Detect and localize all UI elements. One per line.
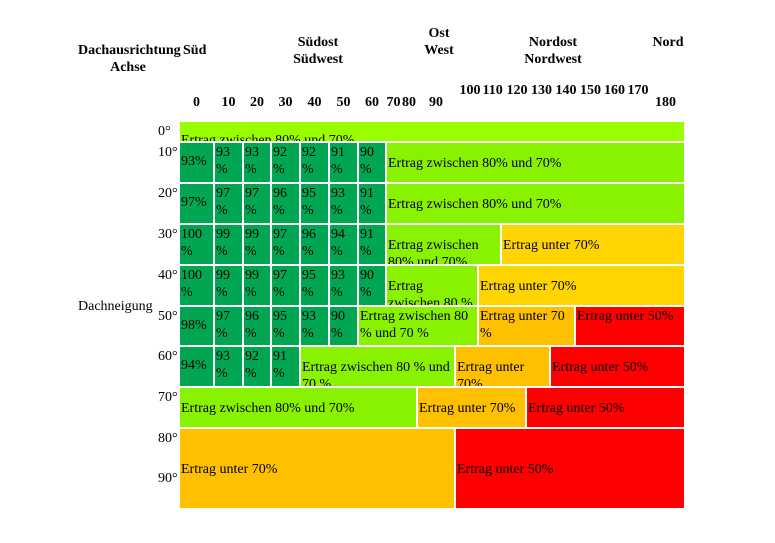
orientation-degree-0: 0 xyxy=(193,95,200,110)
slope-label-70: 70° xyxy=(158,390,178,405)
yield-range-segment: Ertrag zwischen 80 % und 70 % xyxy=(300,346,455,387)
yield-value-cell: 93 % xyxy=(214,142,243,183)
header-sued: Süd xyxy=(183,43,207,58)
yield-value-cell: 97 % xyxy=(214,306,243,346)
yield-range-segment: Ertrag zwischen 80% und 70% xyxy=(386,224,501,265)
header-nordost: Nordost Nordwest xyxy=(524,35,582,67)
yield-value-cell: 100 % xyxy=(179,265,214,306)
yield-range-segment: Ertrag zwischen 80 % und 70 % xyxy=(386,265,478,306)
slope-label-80: 80° xyxy=(158,431,178,446)
yield-value-cell: 90 % xyxy=(358,265,386,306)
slope-label-20: 20° xyxy=(158,186,178,201)
yield-range-segment: Ertrag zwischen 80% und 70% xyxy=(386,183,685,224)
yield-value-cell: 96 % xyxy=(300,224,329,265)
slope-label-10: 10° xyxy=(158,145,178,160)
orientation-degree-40: 40 xyxy=(307,95,322,110)
yield-range-segment: Ertrag unter 70 % xyxy=(478,306,575,346)
yield-range-segment: Ertrag zwischen 80% und 70% xyxy=(179,121,685,142)
yield-range-segment: Ertrag unter 70% xyxy=(179,428,455,509)
yield-range-segment: Ertrag unter 50% xyxy=(455,428,685,509)
slope-label-30: 30° xyxy=(158,227,178,242)
yield-value-cell: 93 % xyxy=(300,306,329,346)
orientation-degree-50: 50 xyxy=(336,95,351,110)
yield-range-segment: Ertrag zwischen 80% und 70% xyxy=(179,387,417,428)
yield-value-cell: 92 % xyxy=(243,346,271,387)
yield-value-cell: 97 % xyxy=(271,224,300,265)
slope-label-0: 0° xyxy=(158,124,171,139)
yield-value-cell: 93 % xyxy=(329,183,358,224)
yield-value-cell: 98% xyxy=(179,306,214,346)
yield-value-cell: 100 % xyxy=(179,224,214,265)
yield-value-cell: 90 % xyxy=(329,306,358,346)
yield-value-cell: 93 % xyxy=(329,265,358,306)
yield-range-segment: Ertrag zwischen 80% und 70% xyxy=(386,142,685,183)
orientation-degree-60: 60 xyxy=(365,95,379,110)
orientation-degree-10: 10 xyxy=(221,95,236,110)
orientation-degree-70: 70 xyxy=(386,95,401,110)
yield-value-cell: 94 % xyxy=(329,224,358,265)
header-ost: Ost West xyxy=(424,26,454,58)
yield-value-cell: 97 % xyxy=(214,183,243,224)
yield-value-cell: 97% xyxy=(179,183,214,224)
yield-range-segment: Ertrag unter 70% xyxy=(417,387,526,428)
orientation-degree-180: 180 xyxy=(655,95,676,110)
slope-label-60: 60° xyxy=(158,349,178,364)
yield-value-cell: 91 % xyxy=(358,183,386,224)
yield-value-cell: 99 % xyxy=(243,265,271,306)
yield-range-segment: Ertrag unter 70% xyxy=(478,265,685,306)
yield-value-cell: 96 % xyxy=(243,306,271,346)
slope-label-40: 40° xyxy=(158,268,178,283)
yield-value-cell: 99 % xyxy=(214,224,243,265)
slope-label-90: 90° xyxy=(158,471,178,486)
yield-value-cell: 93% xyxy=(179,142,214,183)
orientation-degree-80: 80 xyxy=(402,95,416,110)
yield-range-segment: Ertrag unter 70% xyxy=(501,224,685,265)
yield-value-cell: 91 % xyxy=(271,346,300,387)
yield-value-cell: 99 % xyxy=(214,265,243,306)
yield-value-cell: 95 % xyxy=(300,265,329,306)
header-nord: Nord xyxy=(652,35,684,50)
yield-value-cell: 91 % xyxy=(358,224,386,265)
yield-value-cell: 99 % xyxy=(243,224,271,265)
yield-value-cell: 91 % xyxy=(329,142,358,183)
yield-range-segment: Ertrag zwischen 80 % und 70 % xyxy=(358,306,478,346)
orientation-degree-90: 90 xyxy=(429,95,443,110)
yield-value-cell: 97 % xyxy=(271,265,300,306)
yield-value-cell: 92 % xyxy=(271,142,300,183)
yield-value-cell: 97 % xyxy=(243,183,271,224)
yield-value-cell: 96 % xyxy=(271,183,300,224)
yield-value-cell: 95 % xyxy=(300,183,329,224)
orientation-degree-30: 30 xyxy=(278,95,293,110)
yield-value-cell: 90 % xyxy=(358,142,386,183)
yield-range-segment: Ertrag unter 50% xyxy=(526,387,685,428)
slope-label-50: 50° xyxy=(158,309,178,324)
yield-value-cell: 93 % xyxy=(243,142,271,183)
yield-value-cell: 95 % xyxy=(271,306,300,346)
orientation-axis-label: Dachausrichtung Achse xyxy=(78,43,181,75)
slope-axis-label: Dachneigung xyxy=(78,299,153,314)
yield-value-cell: 93 % xyxy=(214,346,243,387)
yield-range-segment: Ertrag unter 50% xyxy=(550,346,685,387)
header-suedost: Südost Südwest xyxy=(293,35,343,67)
orientation-degree-20: 20 xyxy=(250,95,264,110)
yield-range-segment: Ertrag unter 50% xyxy=(575,306,685,346)
yield-value-cell: 94% xyxy=(179,346,214,387)
yield-range-segment: Ertrag unter 70% xyxy=(455,346,550,387)
yield-value-cell: 92 % xyxy=(300,142,329,183)
